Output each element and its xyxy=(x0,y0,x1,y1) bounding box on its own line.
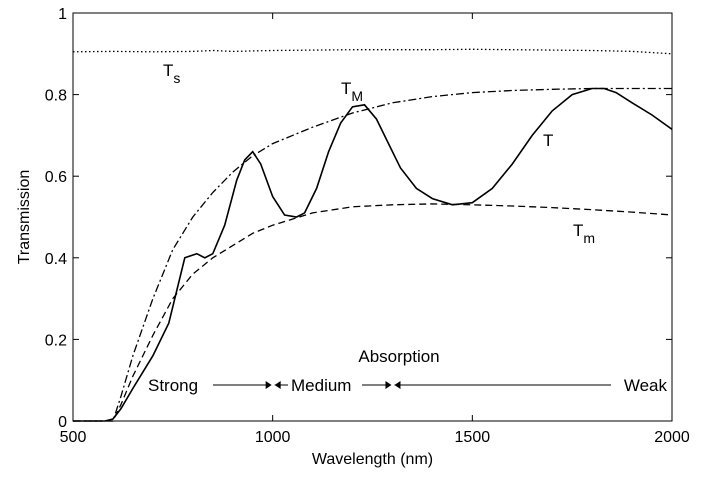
strong-arrow-head xyxy=(265,381,272,389)
x-tick-label: 1500 xyxy=(455,429,491,446)
curve-label-t-m: Tm xyxy=(573,221,595,246)
absorption-annotation: Absorption Strong Medium Weak xyxy=(148,347,667,395)
curve-label-main: T xyxy=(163,61,173,80)
x-tick-label: 500 xyxy=(60,429,87,446)
weak-arrow-head xyxy=(394,381,401,389)
x-axis-label: Wavelength (nm) xyxy=(312,451,433,468)
y-tick-label: 0.6 xyxy=(45,169,67,186)
medium-right-arrow-head xyxy=(385,381,392,389)
series-line-t-m xyxy=(73,203,673,422)
curve-label-subscript: m xyxy=(583,230,595,246)
plot-frame xyxy=(72,12,673,422)
y-tick-label: 0 xyxy=(58,414,67,431)
curve-label-subscript: M xyxy=(351,88,363,104)
series-group xyxy=(72,48,673,422)
medium-left-arrow-head xyxy=(274,381,281,389)
y-tick-label: 0.8 xyxy=(45,88,67,105)
y-tick-label: 0.2 xyxy=(45,332,67,349)
curve-label-main: T xyxy=(573,221,583,240)
curve-label-t-s: Ts xyxy=(163,61,180,86)
series-line-t-m xyxy=(73,87,672,422)
series-line-t-s xyxy=(72,48,673,55)
curve-label-main: T xyxy=(543,131,553,150)
y-tick-label: 1 xyxy=(58,6,67,23)
x-tick-label: 2000 xyxy=(654,429,690,446)
curve-label-subscript: s xyxy=(173,70,180,86)
axis-ticks: 500 1000 1500 2000 0 0.2 0.4 0.6 0.8 1 xyxy=(45,6,690,446)
curve-label-main: T xyxy=(341,79,351,98)
y-tick-label: 0.4 xyxy=(45,251,67,268)
zone-label-strong: Strong xyxy=(148,376,198,395)
absorption-title: Absorption xyxy=(358,347,439,366)
curve-label-t: T xyxy=(543,131,553,150)
curve-label-t-m: TM xyxy=(341,79,363,104)
x-tick-label: 1000 xyxy=(255,429,291,446)
y-axis-label: Transmission xyxy=(16,170,33,265)
series-line-t xyxy=(73,87,673,422)
zone-label-medium: Medium xyxy=(291,376,351,395)
zone-label-weak: Weak xyxy=(624,376,668,395)
